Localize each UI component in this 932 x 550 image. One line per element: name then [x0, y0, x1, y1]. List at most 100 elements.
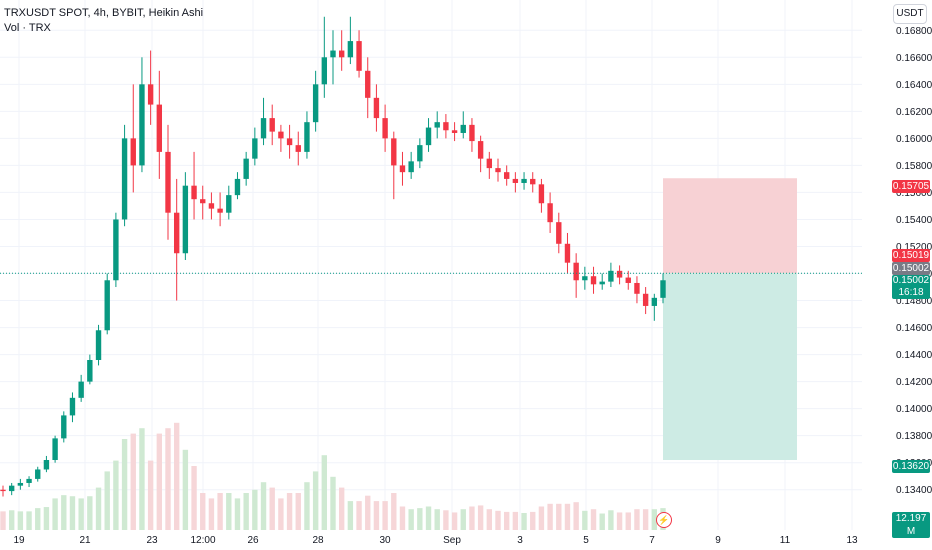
candle-body [87, 360, 93, 382]
candle-body [469, 124, 475, 142]
volume-bar [408, 509, 414, 530]
volume-bar [338, 487, 345, 530]
volume-bar [417, 508, 423, 530]
candle-body [26, 478, 32, 483]
stop-price-tag: 0.13620 [892, 460, 930, 473]
entry-price-tag: 0.15019 [892, 249, 930, 262]
time-axis: 19 21 23 12:00 26 28 30 Sep 3 5 7 9 11 13 [13, 535, 858, 546]
volume-bar [425, 506, 432, 530]
price-tick-label: 0.15600 [896, 188, 932, 199]
target-zone [663, 178, 797, 274]
candle-body [599, 281, 605, 285]
volume-tag: 12.197 M [892, 512, 930, 538]
candle-body [434, 122, 440, 128]
candle-body [61, 415, 67, 439]
candle-body [278, 131, 284, 139]
volume-bar [26, 511, 32, 530]
candle-body [425, 127, 432, 146]
volume-bar [312, 471, 319, 530]
candle-body [260, 118, 267, 139]
candle-body [104, 280, 110, 331]
legend-title: TRXUSDT SPOT, 4h, BYBIT, Heikin Ashi [4, 7, 204, 19]
candle-body [330, 50, 336, 58]
candle-body [113, 219, 119, 281]
volume-bar [434, 509, 440, 530]
candle-body [365, 70, 371, 98]
volume-bar [217, 493, 223, 530]
candle-body [530, 178, 536, 185]
candle-body [147, 84, 154, 105]
candle-body [382, 118, 388, 139]
volume-bar [556, 503, 562, 530]
last-price-value: 0.15002 [892, 275, 930, 286]
candle-body [547, 203, 553, 223]
volume-bar [616, 512, 623, 530]
price-tick-label: 0.15800 [896, 161, 932, 172]
volume-bar [147, 460, 154, 530]
candle-body [564, 243, 571, 263]
candle-body [200, 199, 206, 204]
price-tick-label: 0.16600 [896, 53, 932, 64]
time-tick-label: 12:00 [190, 535, 215, 546]
price-tick-label: 0.16400 [896, 80, 932, 91]
volume-bar [8, 510, 15, 530]
candle-body [642, 293, 649, 306]
countdown-timer: 16:18 [898, 287, 924, 298]
volume-bar [130, 433, 136, 530]
time-tick-label: 23 [146, 535, 158, 546]
currency-button[interactable]: USDT [893, 4, 927, 24]
volume-bar [43, 507, 50, 530]
lightning-icon[interactable]: ⚡ [656, 512, 672, 528]
volume-bar [78, 498, 84, 530]
volume-bar [173, 422, 180, 530]
candle-body [399, 165, 406, 173]
candle-body [573, 262, 579, 281]
candle-body [226, 195, 232, 213]
time-tick-label: Sep [443, 535, 461, 546]
candle-body [17, 482, 24, 486]
volume-bar [139, 428, 145, 530]
volume-bar [252, 489, 258, 530]
candle-body [373, 97, 380, 119]
volume-bar [582, 510, 588, 530]
volume-bar [286, 493, 293, 530]
time-tick-label: 9 [715, 535, 721, 546]
price-tick-label: 0.16200 [896, 107, 932, 118]
candle-body [443, 122, 449, 131]
volume-bar [391, 493, 397, 530]
volume-bar [365, 495, 371, 530]
candle-body [130, 138, 136, 166]
volume-bar [399, 506, 406, 530]
volume-bar [17, 511, 24, 530]
volume-bar [469, 506, 475, 530]
volume-bar [321, 455, 328, 530]
candle-body [173, 212, 180, 254]
candle-body [312, 84, 319, 123]
volume-bar [330, 476, 336, 530]
volume-bar [451, 512, 458, 530]
time-tick-label: 19 [13, 535, 25, 546]
price-tick-label: 0.16800 [896, 26, 932, 37]
volume-bar [95, 487, 102, 530]
candle-body [651, 297, 658, 306]
candle-body [321, 57, 328, 85]
stop-zone [663, 273, 797, 460]
chart-legend: TRXUSDT SPOT, 4h, BYBIT, Heikin Ashi Vol… [4, 6, 203, 36]
volume-bar [182, 449, 189, 530]
candle-body [590, 276, 597, 285]
candle-body [0, 489, 6, 492]
candle-body [451, 130, 458, 133]
time-tick-label: 3 [517, 535, 523, 546]
volume-bar [503, 511, 510, 530]
candle-body [634, 282, 640, 294]
volume-bar [625, 512, 631, 530]
candle-body [252, 138, 258, 159]
candle-body [191, 185, 197, 200]
volume-bar [651, 509, 658, 530]
volume-bar [191, 466, 197, 530]
candle-body [460, 124, 466, 133]
volume-bar [295, 493, 301, 530]
volume-bar [573, 502, 579, 530]
target-price-tag: 0.15705 [892, 180, 930, 193]
